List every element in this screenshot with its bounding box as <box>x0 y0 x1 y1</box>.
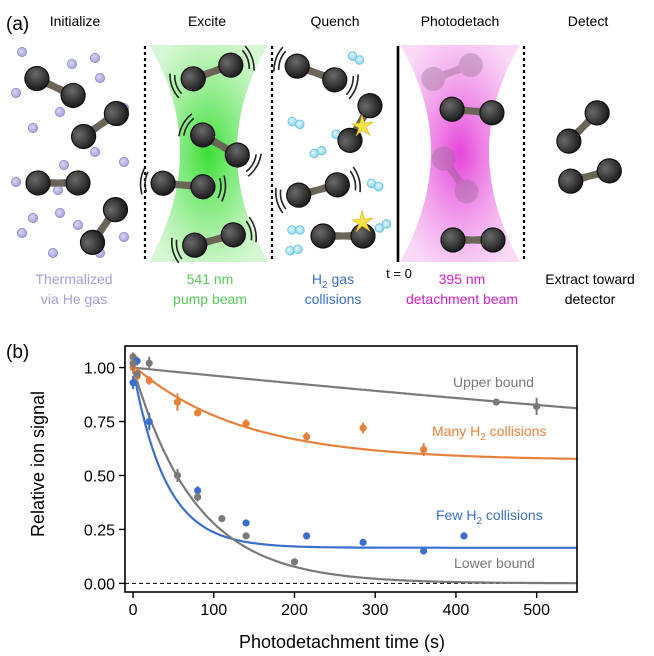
caption-quench-2: collisions <box>305 291 362 307</box>
data-point <box>145 417 153 426</box>
panel-b-label: (b) <box>6 342 29 363</box>
stage-title-initialize: Initialize <box>50 13 101 29</box>
data-point <box>420 547 428 555</box>
schematic-panel: (a) Initialize Excite Quench Photodetach… <box>6 13 635 307</box>
data-point <box>359 538 367 546</box>
fit-curve-1 <box>132 364 577 460</box>
data-point <box>420 445 428 454</box>
data-point <box>218 515 226 523</box>
y-tick-label: 0.75 <box>84 415 115 432</box>
x-tick-label: 200 <box>281 602 308 619</box>
data-point <box>492 398 500 406</box>
detect-dimers <box>551 95 625 197</box>
data-point <box>460 532 468 540</box>
annotation-lower-bound: Lower bound <box>454 555 535 571</box>
caption-excite-2: pump beam <box>173 291 247 307</box>
y-axis-label: Relative ion signal <box>28 391 48 537</box>
x-tick-label: 100 <box>200 602 227 619</box>
caption-t0: t = 0 <box>386 266 412 281</box>
anion-dimer-icon <box>551 95 615 159</box>
data-point <box>194 493 202 501</box>
annotation-upper-bound: Upper bound <box>453 374 534 390</box>
x-tick-label: 400 <box>443 602 470 619</box>
stage-title-photodetach: Photodetach <box>421 13 500 29</box>
caption-photodetach-1: 395 nm <box>439 271 486 287</box>
caption-initialize-1: Thermalized <box>35 271 112 287</box>
data-point <box>303 433 311 441</box>
data-point <box>133 370 141 378</box>
x-tick-label: 500 <box>523 602 550 619</box>
data-point <box>129 359 137 367</box>
anion-dimer-icon <box>20 62 90 112</box>
series-annotations: Upper bound Many H2 collisions Few H2 co… <box>432 374 547 571</box>
anion-dimer-icon <box>274 166 363 213</box>
x-tick-label: 0 <box>129 602 138 619</box>
caption-photodetach-2: detachment beam <box>406 291 518 307</box>
pump-beam <box>149 45 268 262</box>
data-point <box>129 379 137 387</box>
fit-curve-2 <box>132 368 577 549</box>
data-point <box>533 402 541 411</box>
anion-dimer-icon <box>272 46 361 100</box>
x-tick-label: 300 <box>362 602 389 619</box>
data-point <box>145 376 153 385</box>
y-tick-label: 0.25 <box>84 522 115 539</box>
stage-title-excite: Excite <box>188 13 226 29</box>
data-point <box>242 519 250 527</box>
stage-title-detect: Detect <box>568 13 609 29</box>
annotation-few-h2: Few H2 collisions <box>436 507 543 527</box>
data-point <box>242 532 250 540</box>
annotation-many-h2: Many H2 collisions <box>432 423 547 443</box>
y-tick-label: 0.50 <box>84 468 115 485</box>
data-point <box>173 398 182 406</box>
caption-detect-2: detector <box>565 291 616 307</box>
y-tick-label: 0.00 <box>84 576 115 593</box>
plot-frame <box>124 345 578 593</box>
data-point <box>303 532 311 540</box>
data-point <box>242 420 250 428</box>
detachment-beam <box>400 45 520 262</box>
caption-detect-1: Extract toward <box>545 271 634 287</box>
anion-dimer-icon <box>75 192 133 260</box>
data-point <box>194 486 202 495</box>
caption-quench-1: H2 gas <box>312 271 354 291</box>
data-point <box>290 558 299 566</box>
fit-curve-0 <box>133 366 578 410</box>
panel-a-label: (a) <box>6 14 29 35</box>
anion-dimer-icon <box>555 155 625 197</box>
x-axis-label: Photodetachment time (s) <box>239 632 445 652</box>
data-point <box>173 471 182 480</box>
caption-excite-1: 541 nm <box>187 271 234 287</box>
decay-chart: (b) 0 100 200 300 400 500 0.00 0.25 0.50 0.75 1.00… <box>6 342 578 652</box>
quench-dimers <box>272 46 387 249</box>
caption-initialize-2: via He gas <box>41 291 107 307</box>
y-tick-label: 1.00 <box>84 361 115 378</box>
data-point <box>359 424 367 432</box>
stage-title-quench: Quench <box>310 13 359 29</box>
data-point <box>194 409 202 417</box>
data-point <box>145 359 153 367</box>
fit-curve-3 <box>132 367 577 585</box>
